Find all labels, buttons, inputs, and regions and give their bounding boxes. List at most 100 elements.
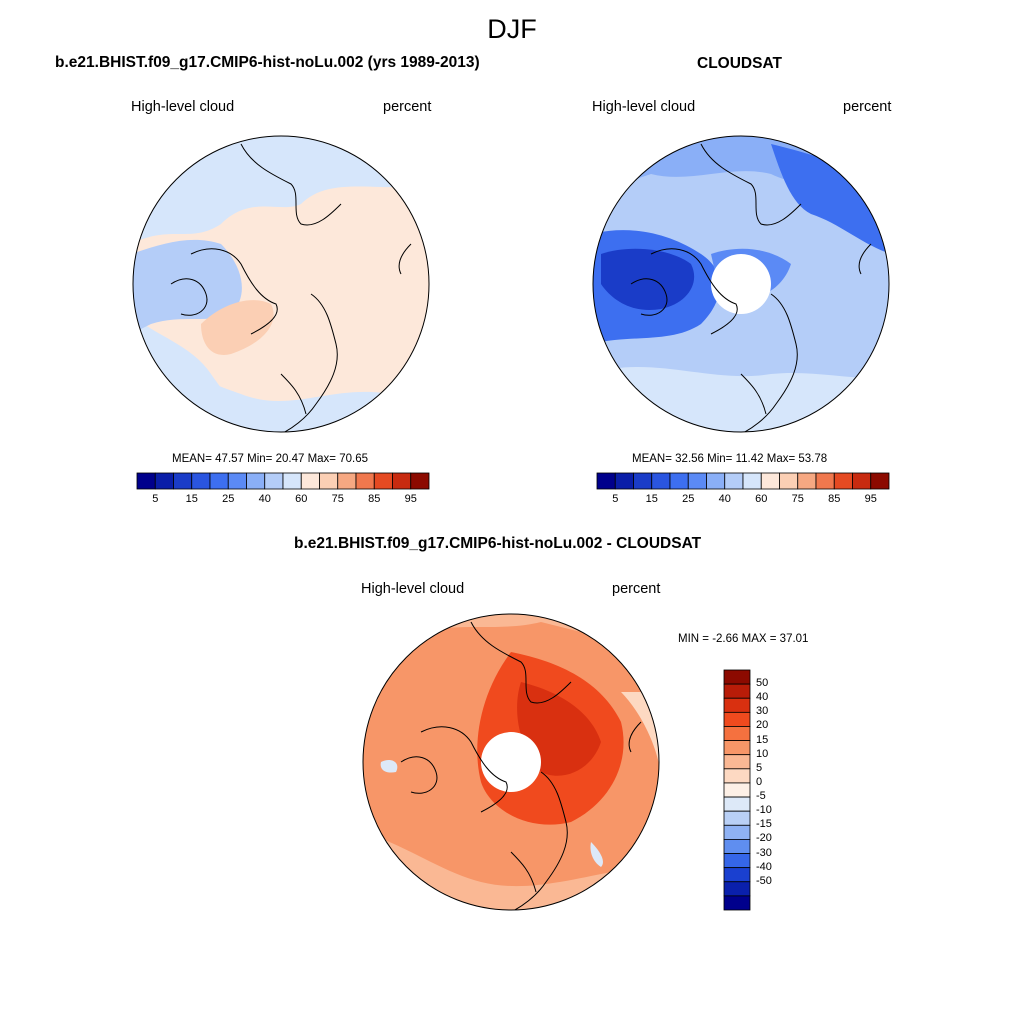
- colorbar-swatch: [797, 472, 817, 490]
- colorbar-swatch: [706, 472, 726, 490]
- panel2-units-label: percent: [843, 99, 892, 115]
- colorbar-swatch: [173, 472, 193, 490]
- colorbar-tick-label: -20: [756, 832, 772, 845]
- colorbar-swatch: [723, 669, 751, 685]
- panel3-field-blue-speck: [590, 842, 603, 867]
- colorbar-swatch: [723, 867, 751, 883]
- panel2-mean-value: 32.56: [675, 453, 704, 465]
- colorbar-swatch: [651, 472, 671, 490]
- colorbar-tick-label: 5: [152, 493, 159, 505]
- colorbar-swatch: [760, 472, 780, 490]
- panel2-field-light-blue-south: [593, 367, 889, 432]
- colorbar-swatch: [227, 472, 247, 490]
- panel3-max-value: 37.01: [779, 633, 809, 645]
- colorbar-tick-label: 40: [718, 493, 731, 505]
- panel2-min-label: Min=: [707, 453, 733, 465]
- colorbar-tick-label: 5: [756, 761, 763, 774]
- panel2-colorbar-ticks: 5 15 25 40 60 75 85 95: [597, 493, 889, 507]
- panel3-units-label: percent: [612, 581, 661, 597]
- panel3-min-value: -2.66: [712, 633, 739, 645]
- colorbar-tick-label: 60: [755, 493, 768, 505]
- panel3-colorbar-ticks: 50 40 30 20 15 10 5 0 -5 -10 -15 -20 -30 -40 -50: [756, 670, 796, 910]
- panel3-variable-label: High-level cloud: [361, 581, 465, 597]
- panel1-min-label: Min=: [247, 453, 273, 465]
- colorbar-swatch: [319, 472, 339, 490]
- colorbar-swatch: [300, 472, 320, 490]
- panel1-max-label: Max=: [307, 453, 337, 465]
- colorbar-tick-label: -10: [756, 804, 772, 817]
- colorbar-tick-label: 75: [331, 493, 344, 505]
- colorbar-swatch: [723, 754, 751, 770]
- colorbar-tick-label: 5: [612, 493, 619, 505]
- panel1-map-border: [132, 135, 430, 433]
- panel2-variable-label: High-level cloud: [592, 99, 696, 115]
- panel3-coastlines: [400, 621, 642, 910]
- panel1-units-label: percent: [383, 99, 432, 115]
- colorbar-swatch: [723, 782, 751, 798]
- colorbar-tick-label: -40: [756, 860, 772, 873]
- colorbar-tick-label: 50: [756, 677, 769, 690]
- panel1-field-blue-west: [133, 239, 242, 334]
- colorbar-tick-label: 10: [756, 747, 769, 760]
- panel1-field-light-blue-north: [133, 136, 429, 244]
- panel1-stats: MEAN= 47.57 Min= 20.47 Max= 70.65: [172, 453, 368, 465]
- colorbar-swatch: [355, 472, 375, 490]
- colorbar-swatch: [410, 472, 430, 490]
- figure-suptitle: DJF: [487, 14, 537, 44]
- colorbar-swatch: [723, 839, 751, 854]
- colorbar-swatch: [723, 824, 751, 840]
- panel1-polar-map: [132, 135, 430, 433]
- colorbar-tick-label: 60: [295, 493, 308, 505]
- panel2-polar-map: [592, 135, 890, 433]
- colorbar-tick-label: -5: [756, 790, 766, 803]
- colorbar-tick-label: 75: [791, 493, 804, 505]
- colorbar-swatch: [264, 472, 284, 490]
- panel1-colorbar: [136, 472, 430, 490]
- panel1-variable-label: High-level cloud: [131, 99, 235, 115]
- colorbar-tick-label: 85: [828, 493, 841, 505]
- panel2-field-dark-blue-west: [601, 248, 695, 310]
- colorbar-tick-label: 30: [756, 705, 769, 718]
- panel1-field-orange-patch: [201, 300, 274, 355]
- panel2-mean-label: MEAN=: [632, 453, 672, 465]
- panel3-title: b.e21.BHIST.f09_g17.CMIP6-hist-noLu.002 …: [294, 535, 702, 552]
- panel3-map-border: [362, 613, 660, 911]
- colorbar-tick-label: 15: [756, 733, 769, 746]
- panel3-stats: MIN = -2.66 MAX = 37.01: [678, 633, 808, 645]
- panel2-colorbar: [596, 472, 890, 490]
- colorbar-swatch: [779, 472, 799, 490]
- colorbar-tick-label: 0: [756, 775, 763, 788]
- colorbar-swatch: [687, 472, 707, 490]
- colorbar-tick-label: 25: [222, 493, 235, 505]
- panel2-field-blue-ne: [771, 144, 889, 254]
- colorbar-swatch: [282, 472, 302, 490]
- colorbar-tick-label: 20: [756, 719, 769, 732]
- colorbar-tick-label: 95: [404, 493, 417, 505]
- colorbar-tick-label: -15: [756, 818, 772, 831]
- colorbar-tick-label: 15: [645, 493, 658, 505]
- panel3-polar-map: [362, 613, 660, 911]
- panel2-coastlines: [630, 143, 872, 432]
- colorbar-swatch: [815, 472, 835, 490]
- colorbar-swatch: [723, 711, 751, 727]
- colorbar-swatch: [373, 472, 393, 490]
- colorbar-swatch: [852, 472, 872, 490]
- colorbar-swatch: [154, 472, 174, 490]
- panel3-colorbar: [723, 669, 751, 911]
- colorbar-swatch: [723, 697, 751, 713]
- colorbar-swatch: [723, 810, 751, 826]
- colorbar-swatch: [723, 768, 751, 784]
- panel3-field-blue-speck-west: [380, 760, 398, 773]
- colorbar-tick-label: -50: [756, 874, 772, 887]
- colorbar-tick-label: 85: [368, 493, 381, 505]
- colorbar-tick-label: -30: [756, 846, 772, 859]
- panel2-map-border: [592, 135, 890, 433]
- colorbar-swatch: [392, 472, 412, 490]
- panel2-min-value: 11.42: [735, 453, 764, 465]
- panel1-title: b.e21.BHIST.f09_g17.CMIP6-hist-noLu.002 …: [55, 54, 480, 71]
- colorbar-swatch: [136, 472, 156, 490]
- colorbar-swatch: [633, 472, 653, 490]
- colorbar-swatch: [191, 472, 211, 490]
- colorbar-swatch: [337, 472, 357, 490]
- panel1-colorbar-ticks: 5 15 25 40 60 75 85 95: [137, 493, 429, 507]
